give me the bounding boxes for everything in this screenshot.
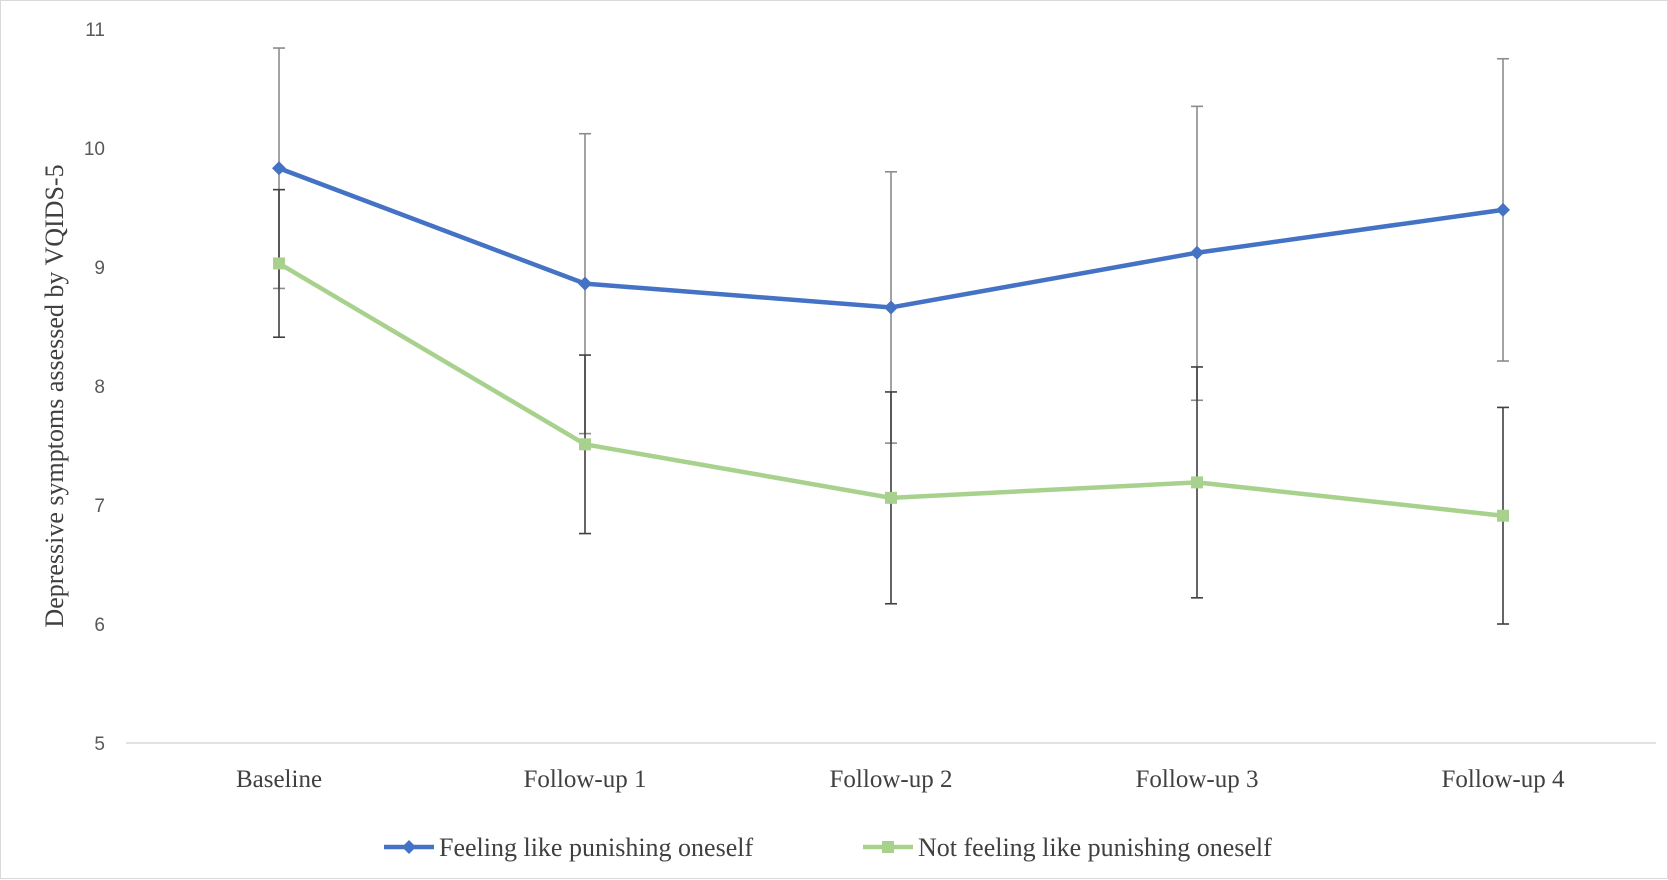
data-point	[1190, 245, 1204, 260]
data-point	[1497, 509, 1509, 522]
legend-label: Feeling like punishing oneself	[439, 833, 753, 862]
legend: Feeling like punishing oneself Not feelin…	[384, 833, 1272, 862]
x-tick-label: Follow-up 4	[1442, 766, 1565, 793]
y-tick-label: 10	[84, 139, 105, 160]
x-tick-label: Follow-up 1	[524, 766, 647, 793]
data-point	[1496, 202, 1510, 217]
data-point	[1191, 476, 1203, 489]
y-tick-label: 11	[85, 20, 105, 41]
y-axis-title: Depressive symptoms assessed by VQIDS-5	[40, 164, 69, 627]
legend-marker	[402, 840, 416, 854]
data-point	[578, 276, 592, 291]
legend-label: Not feeling like punishing oneself	[918, 833, 1272, 862]
x-tick-label: Follow-up 2	[830, 766, 953, 793]
data-point	[272, 161, 286, 176]
y-tick-label: 8	[94, 377, 105, 398]
data-point	[884, 300, 898, 315]
error-bars	[273, 47, 1509, 625]
y-tick-labels: 5 6 7 8 9 10 11	[84, 20, 105, 755]
data-point	[885, 491, 897, 504]
y-tick-label: 9	[94, 258, 105, 279]
legend-marker	[882, 841, 894, 853]
data-point	[273, 257, 285, 270]
x-tick-label: Baseline	[236, 766, 322, 793]
y-tick-label: 6	[94, 615, 105, 636]
x-tick-label: Follow-up 3	[1136, 766, 1259, 793]
y-tick-label: 5	[94, 734, 105, 755]
series-lines	[272, 161, 1510, 522]
data-point	[579, 438, 591, 451]
x-tick-labels: Baseline Follow-up 1 Follow-up 2 Follow-up …	[236, 766, 1565, 793]
y-tick-label: 7	[94, 496, 105, 517]
